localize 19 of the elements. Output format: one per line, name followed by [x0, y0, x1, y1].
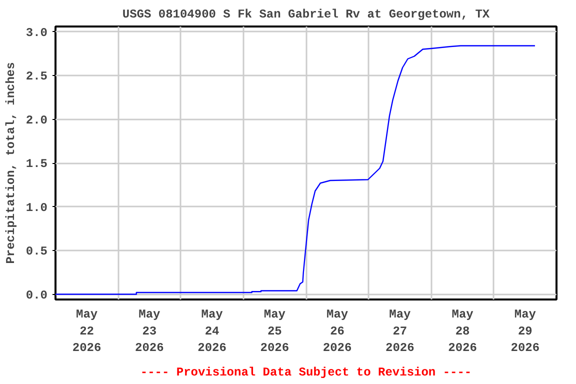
y-tick-label: 2.0 [26, 113, 48, 128]
y-axis-title: Precipitation, total, inches [4, 62, 18, 264]
y-tick-label: 0.5 [26, 244, 48, 258]
x-tick-label: May 29 2026 [510, 308, 540, 356]
x-tick-label: May 25 2026 [260, 308, 290, 356]
y-tick-label: 0.0 [26, 288, 48, 302]
x-tick-label: May 26 2026 [322, 308, 352, 356]
chart-title: USGS 08104900 S Fk San Gabriel Rv at Georgetown, TX [122, 8, 490, 22]
x-tick-label: May 23 2026 [135, 308, 164, 356]
x-tick-label: May 27 2026 [386, 308, 414, 356]
text: ---- Provisional Data Subject to Revision ---- [140, 366, 472, 380]
y-tick-label: 2.5 [26, 70, 48, 84]
y-tick-label: 1.0 [26, 200, 48, 215]
x-tick-label: May 22 2026 [72, 308, 102, 356]
x-tick-label: May 24 2026 [198, 308, 226, 356]
y-tick-label: 3.0 [26, 26, 48, 40]
line-series [56, 45, 536, 295]
y-tick-label: 1.5 [26, 157, 48, 171]
x-tick-label: May 28 2026 [448, 308, 477, 356]
